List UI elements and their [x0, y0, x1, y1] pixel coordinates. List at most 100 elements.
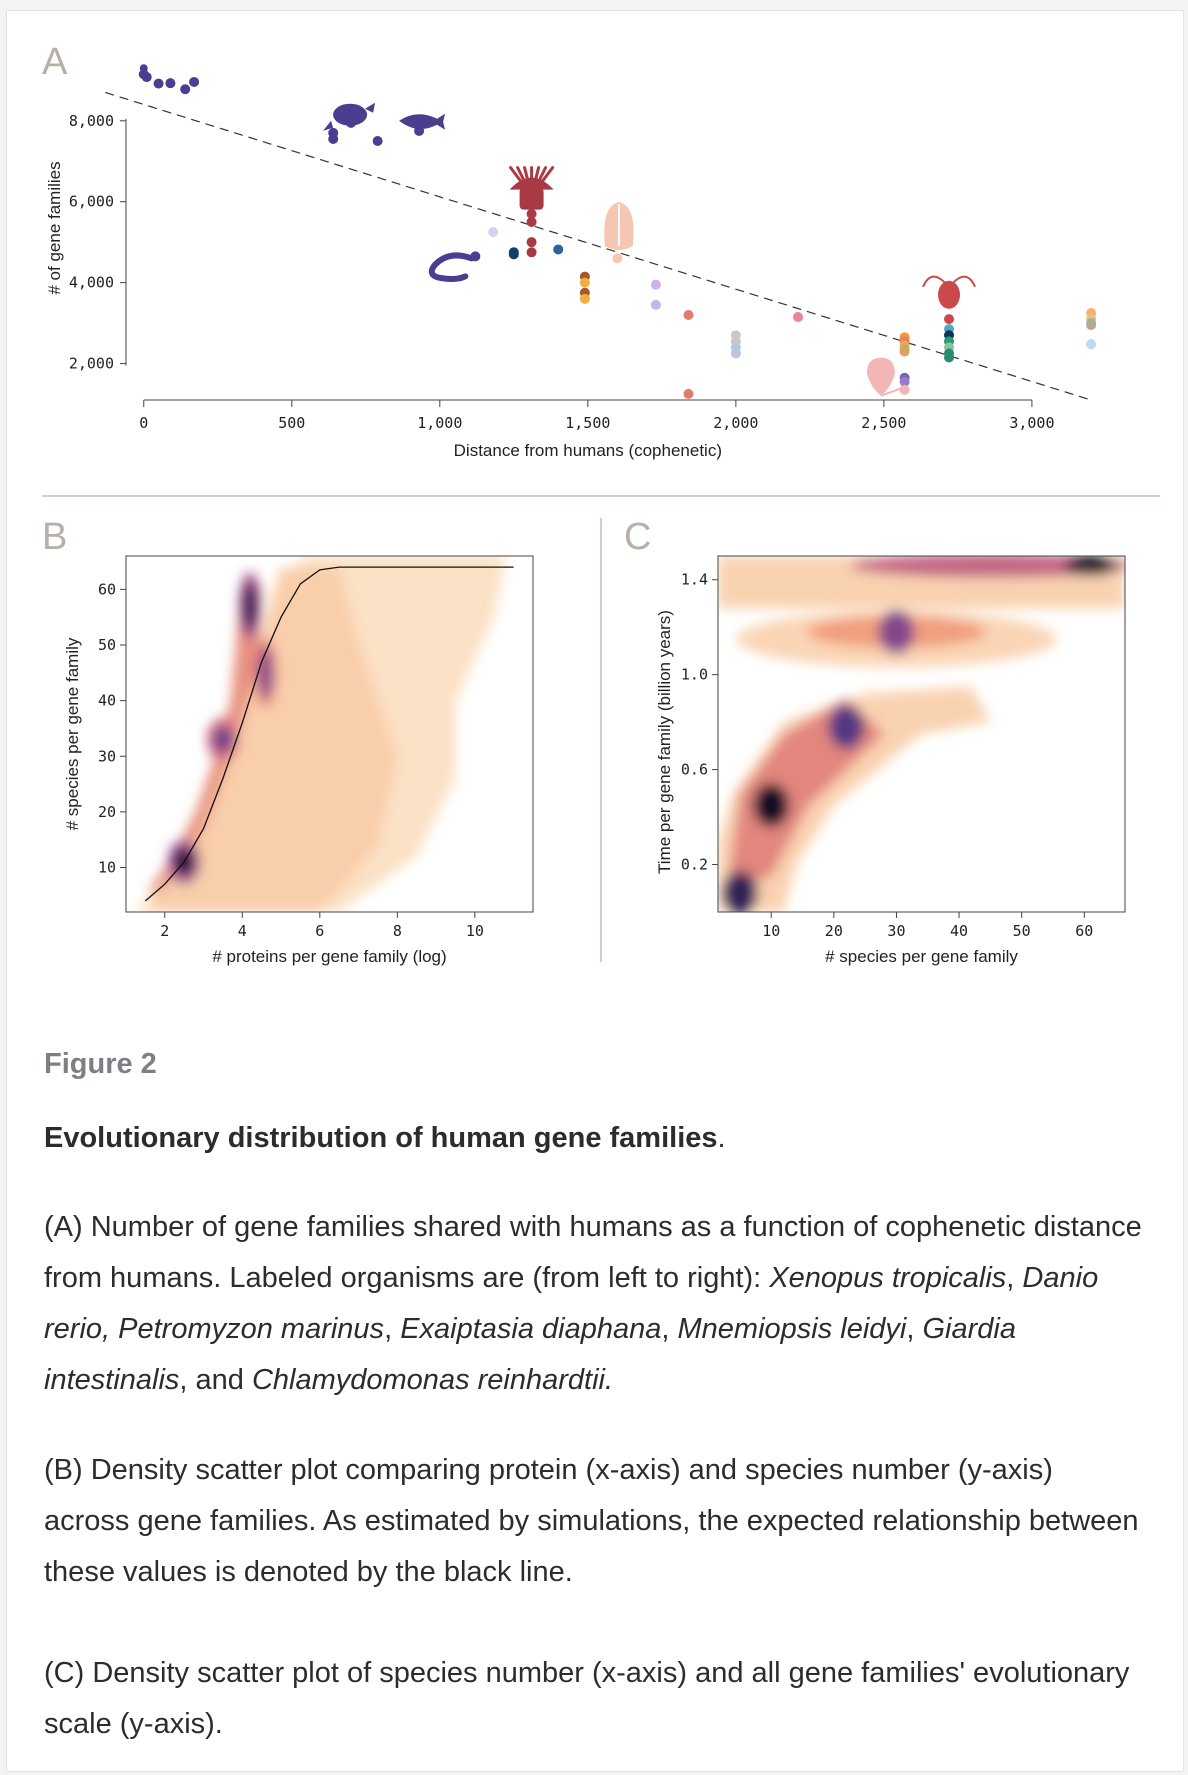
x-tick-label: 3,000 — [1009, 414, 1054, 432]
data-point — [526, 237, 537, 248]
lamprey-fish-icon — [323, 102, 376, 131]
x-axis-label: # proteins per gene family (log) — [212, 947, 446, 966]
x-tick-label: 10 — [762, 922, 780, 940]
x-tick-label: 10 — [466, 922, 484, 940]
density-heatmap — [133, 556, 506, 912]
data-point — [612, 253, 623, 264]
x-tick-label: 60 — [1075, 922, 1093, 940]
x-tick-label: 8 — [393, 922, 402, 940]
density-hotspot — [721, 871, 758, 912]
data-point — [899, 346, 910, 357]
expected-curve — [144, 566, 514, 902]
caption-organism-name: Danio rerio, Petromyzon marinus — [44, 1262, 1099, 1345]
x-axis-label: Distance from humans (cophenetic) — [454, 441, 722, 460]
x-tick-label: 1,500 — [565, 414, 610, 432]
caption-text-run: (A) Number of gene families shared with … — [44, 1211, 1142, 1294]
data-point — [683, 310, 694, 321]
panel-label-b: B — [42, 516, 67, 558]
panel-label-c: C — [624, 516, 651, 558]
data-point — [944, 314, 955, 325]
y-tick-label: 10 — [98, 859, 116, 877]
density-hotspot — [1064, 556, 1117, 576]
giardia-flagellum — [880, 386, 904, 397]
data-point — [488, 227, 499, 238]
x-tick-label: 2,500 — [861, 414, 906, 432]
figure-title-period: . — [717, 1122, 726, 1154]
density-hotspot-core — [243, 582, 258, 631]
caption-panel-c: (C) Density scatter plot of species numb… — [44, 1657, 1130, 1740]
data-point — [526, 208, 537, 219]
density-hotspot — [878, 609, 915, 654]
y-tick-label: 50 — [98, 636, 116, 654]
lamprey-body — [428, 252, 475, 283]
data-point — [1086, 339, 1097, 350]
x-tick-label: 2 — [160, 922, 169, 940]
x-tick-label: 4 — [238, 922, 247, 940]
fish-fins — [323, 102, 376, 131]
figure-title-text: Evolutionary distribution of human gene … — [44, 1122, 718, 1154]
frog-head — [139, 64, 148, 73]
caption-organism-name: Xenopus tropicalis — [769, 1262, 1007, 1294]
lamprey-icon — [428, 252, 475, 283]
x-tick-label: 40 — [950, 922, 968, 940]
density-band-top-core — [850, 556, 1125, 578]
x-tick-label: 1,000 — [417, 414, 462, 432]
caption-panel-a: (A) Number of gene families shared with … — [44, 1202, 1144, 1406]
data-point — [899, 384, 910, 395]
x-tick-label: 2,000 — [713, 414, 758, 432]
data-point — [579, 293, 590, 304]
y-tick-label: 0.6 — [681, 761, 708, 779]
y-axis-label: # species per gene family — [63, 637, 82, 830]
density-hotspot-core — [258, 648, 273, 697]
x-tick-label: 0 — [139, 414, 148, 432]
data-point — [730, 348, 741, 359]
y-tick-label: 1.0 — [681, 666, 708, 684]
data-point — [579, 277, 590, 288]
anemone-tentacle — [523, 166, 531, 186]
x-tick-label: 30 — [887, 922, 905, 940]
caption-organism-name: Exaiptasia diaphana — [400, 1313, 662, 1345]
y-tick-label: 20 — [98, 803, 116, 821]
anemone-icon — [509, 166, 555, 210]
chlamy-body — [938, 280, 961, 309]
y-axis-label: Time per gene family (billion years) — [655, 610, 674, 874]
data-point — [1086, 320, 1097, 331]
anemone-tentacle — [539, 166, 555, 186]
anemone-tentacle — [536, 166, 548, 186]
density-cells — [133, 556, 506, 912]
caption-organism-name: Giardia intestinalis — [44, 1313, 1016, 1396]
data-point — [683, 388, 694, 399]
y-tick-label: 1.4 — [681, 571, 708, 589]
caption-text-run: , — [906, 1313, 923, 1345]
caption-text-run: , — [661, 1313, 678, 1345]
caption-organism-name: Chlamydomonas reinhardtii. — [251, 1364, 614, 1396]
anemone-tentacle — [533, 166, 541, 186]
y-tick-label: 0.2 — [681, 856, 708, 874]
data-point — [372, 136, 383, 147]
panel-a-chart: 2,000 4,000 6,000 8,000 0 500 1,000 1,500 2,000 2… — [45, 64, 1097, 460]
caption-text-run: , and — [179, 1364, 252, 1396]
fish-body — [333, 103, 368, 126]
giardia-icon — [866, 357, 904, 397]
y-tick-label: 2,000 — [69, 355, 114, 373]
data-point — [944, 352, 955, 363]
zebrafish-icon — [399, 113, 446, 130]
density-hotspot — [753, 783, 790, 828]
density-heatmap — [718, 556, 1125, 912]
caption-organism-name: Mnemiopsis leidyi — [677, 1313, 907, 1345]
anemone-tentacle — [516, 166, 528, 186]
frog-icon — [139, 64, 148, 73]
plot-frame — [717, 555, 1126, 913]
trend-line — [105, 91, 1092, 401]
y-tick-label: 6,000 — [69, 193, 114, 211]
data-point — [899, 376, 910, 387]
data-point — [141, 72, 152, 83]
data-point — [650, 299, 661, 310]
figure-graphic: A B C 2,000 4,000 6,000 8,000 0 500 1,000 1,500… — [42, 41, 1160, 966]
data-point — [526, 216, 537, 227]
data-point — [189, 76, 200, 87]
y-tick-label: 40 — [98, 692, 116, 710]
panel-b-chart: 2 4 6 8 10 10 20 30 40 50 60 # proteins per gene fa… — [63, 555, 534, 966]
figure-title: Evolutionary distribution of human gene … — [44, 1122, 1144, 1155]
fish-body — [399, 113, 446, 130]
